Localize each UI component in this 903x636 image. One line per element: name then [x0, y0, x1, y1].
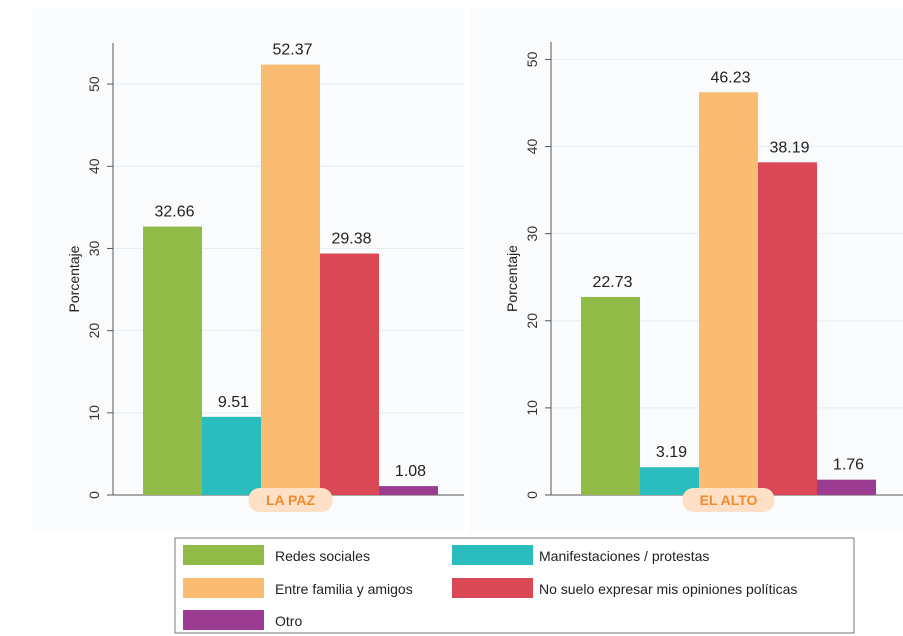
- data-label: 1.76: [833, 457, 864, 474]
- bar: [202, 416, 261, 495]
- data-label: 1.08: [395, 463, 426, 480]
- panel-badge: [682, 488, 775, 512]
- legend-item: Otro: [183, 610, 302, 630]
- data-label: 52.37: [272, 42, 312, 59]
- bar: [817, 479, 876, 495]
- y-tick-label: 10: [524, 400, 540, 416]
- panel-background: [470, 8, 903, 532]
- legend-swatch: [183, 545, 264, 565]
- bar: [699, 92, 758, 496]
- y-axis-title: Porcentaje: [504, 245, 520, 312]
- y-tick-label: 10: [86, 405, 102, 421]
- legend: Redes sociales Manifestaciones / protesta…: [174, 537, 855, 634]
- legend-swatch: [452, 578, 533, 598]
- panel-badge-label: EL ALTO: [700, 492, 758, 508]
- data-label: 46.23: [710, 69, 750, 86]
- y-tick-label: 30: [86, 240, 102, 256]
- data-label: 29.38: [331, 231, 371, 248]
- data-label: 22.73: [592, 274, 632, 291]
- data-label: 32.66: [154, 204, 194, 221]
- legend-item: Redes sociales: [183, 545, 370, 565]
- y-axis-title: Porcentaje: [66, 245, 82, 312]
- y-tick-label: 40: [524, 139, 540, 155]
- legend-label: No suelo expresar mis opiniones política…: [539, 581, 797, 597]
- y-tick-label: 0: [86, 491, 102, 499]
- legend-item: Manifestaciones / protestas: [452, 545, 709, 565]
- legend-swatch: [183, 610, 264, 630]
- panel-el-alto: 0 10 20 30 40 50 Porcentaje 22.73 3.19 46.23 38.19…: [504, 42, 903, 512]
- data-label: 38.19: [769, 139, 809, 156]
- y-tick-label: 20: [86, 323, 102, 339]
- bar: [758, 162, 817, 496]
- y-tick-label: 50: [86, 76, 102, 92]
- legend-label: Entre familia y amigos: [275, 581, 413, 597]
- legend-label: Otro: [275, 613, 302, 629]
- panel-badge-label: LA PAZ: [266, 492, 315, 508]
- data-label: 9.51: [218, 394, 249, 411]
- legend-swatch: [183, 578, 264, 598]
- y-tick-label: 30: [524, 226, 540, 242]
- legend-item: Entre familia y amigos: [183, 578, 413, 598]
- legend-item: No suelo expresar mis opiniones política…: [452, 578, 797, 598]
- bar: [379, 486, 438, 495]
- y-tick-label: 20: [524, 313, 540, 329]
- legend-label: Redes sociales: [275, 548, 370, 564]
- legend-swatch: [452, 545, 533, 565]
- bar: [581, 296, 640, 495]
- y-tick-label: 40: [86, 158, 102, 174]
- y-tick-label: 0: [524, 491, 540, 499]
- bar: [143, 226, 202, 495]
- panel-badge: [248, 488, 333, 512]
- panel-la-paz: 0 10 20 30 40 50 Porcentaje 32.66 9.51 52.37 29.38…: [66, 42, 464, 512]
- bar: [261, 64, 320, 495]
- bar: [320, 253, 379, 495]
- data-label: 3.19: [656, 444, 687, 461]
- y-tick-label: 50: [524, 51, 540, 67]
- legend-label: Manifestaciones / protestas: [539, 548, 709, 564]
